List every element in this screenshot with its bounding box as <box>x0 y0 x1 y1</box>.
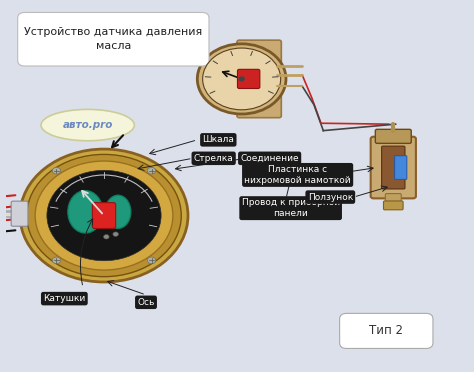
Ellipse shape <box>68 190 103 233</box>
Circle shape <box>47 170 161 261</box>
FancyBboxPatch shape <box>11 201 28 226</box>
Ellipse shape <box>105 195 131 228</box>
Text: Провод к приборной
панели: Провод к приборной панели <box>242 198 340 218</box>
Text: Шкала: Шкала <box>202 135 234 144</box>
Text: Тип 2: Тип 2 <box>369 324 403 337</box>
Circle shape <box>147 167 156 174</box>
Circle shape <box>238 76 245 81</box>
FancyBboxPatch shape <box>340 313 433 349</box>
Text: Ось: Ось <box>137 298 155 307</box>
Circle shape <box>52 167 61 174</box>
Circle shape <box>147 257 156 264</box>
Text: Стрелка: Стрелка <box>194 154 234 163</box>
Text: Ползунок: Ползунок <box>308 193 353 202</box>
Text: авто.pro: авто.pro <box>63 120 113 130</box>
Text: Соединение: Соединение <box>240 154 299 163</box>
FancyBboxPatch shape <box>371 137 416 198</box>
FancyBboxPatch shape <box>383 201 403 210</box>
Circle shape <box>197 44 286 114</box>
FancyBboxPatch shape <box>395 156 407 179</box>
Circle shape <box>35 161 173 270</box>
Circle shape <box>52 257 61 264</box>
Circle shape <box>27 154 181 277</box>
Circle shape <box>20 149 188 282</box>
Circle shape <box>103 235 109 239</box>
Text: Пластинка с
нихромовой намоткой: Пластинка с нихромовой намоткой <box>244 165 351 185</box>
FancyBboxPatch shape <box>92 203 116 228</box>
FancyBboxPatch shape <box>18 13 209 66</box>
Ellipse shape <box>41 109 134 141</box>
Circle shape <box>113 232 118 236</box>
FancyBboxPatch shape <box>382 146 405 189</box>
Text: Катушки: Катушки <box>43 294 85 303</box>
FancyBboxPatch shape <box>385 193 401 204</box>
Circle shape <box>203 48 281 110</box>
Text: Устройство датчика давления
масла: Устройство датчика давления масла <box>24 28 202 51</box>
FancyBboxPatch shape <box>237 69 260 89</box>
FancyBboxPatch shape <box>375 129 411 143</box>
FancyBboxPatch shape <box>237 40 281 118</box>
